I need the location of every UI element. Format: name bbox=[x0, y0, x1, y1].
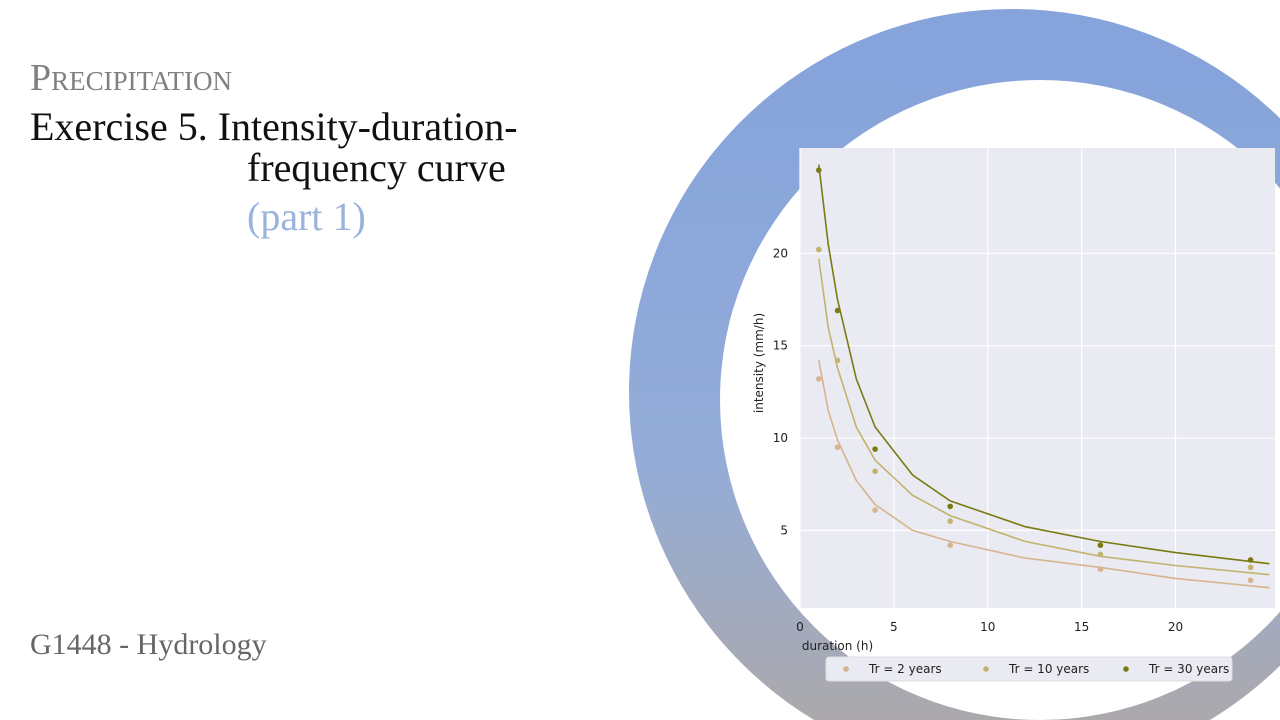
slide-title-line2: frequency curve bbox=[247, 145, 506, 190]
y-tick-label: 20 bbox=[773, 246, 788, 260]
data-point bbox=[1247, 557, 1254, 563]
y-tick-label: 15 bbox=[773, 339, 788, 353]
legend-marker bbox=[1123, 666, 1129, 672]
data-point bbox=[834, 444, 841, 451]
x-tick-label: 10 bbox=[980, 620, 995, 634]
data-point bbox=[872, 507, 878, 513]
legend-marker bbox=[843, 666, 849, 672]
data-point bbox=[815, 246, 822, 253]
data-point bbox=[1247, 564, 1254, 571]
legend-marker bbox=[983, 666, 989, 672]
data-point bbox=[1097, 542, 1104, 548]
data-point bbox=[834, 357, 841, 364]
brush-ring bbox=[629, 9, 1280, 720]
slide-subtitle: (part 1) bbox=[247, 194, 366, 239]
plot-background bbox=[800, 148, 1275, 608]
legend-label: Tr = 30 years bbox=[1148, 662, 1229, 676]
footer: G1448 - Hydrology bbox=[30, 628, 267, 661]
fit-curve bbox=[818, 258, 1270, 576]
legend-box bbox=[825, 656, 1233, 682]
data-point bbox=[1097, 551, 1104, 558]
data-point bbox=[815, 376, 822, 382]
legend-label: Tr = 10 years bbox=[1008, 662, 1089, 676]
data-point bbox=[947, 518, 953, 524]
section-title: Precipitation bbox=[30, 57, 232, 99]
x-tick-label: 15 bbox=[1074, 620, 1089, 634]
y-tick-label: 5 bbox=[780, 523, 788, 537]
data-point bbox=[947, 542, 953, 548]
x-axis-label: duration (h) bbox=[802, 639, 873, 653]
fit-curve bbox=[818, 360, 1270, 589]
data-point bbox=[834, 307, 841, 314]
y-axis-label: intensity (mm/h) bbox=[752, 313, 766, 413]
legend-label: Tr = 2 years bbox=[868, 662, 942, 676]
x-tick-label: 5 bbox=[890, 620, 898, 634]
chart: 5 10 15 20 0 5 10 15 20 duration (h) intensity (mm… bbox=[752, 148, 1275, 682]
x-tick-label: 20 bbox=[1168, 620, 1183, 634]
data-point bbox=[815, 167, 822, 173]
x-tick-label: 0 bbox=[796, 620, 804, 634]
data-point bbox=[1247, 577, 1254, 584]
data-point bbox=[872, 446, 878, 452]
data-point bbox=[1097, 566, 1104, 573]
data-point bbox=[947, 503, 953, 510]
slide-title: Exercise 5. Intensity-duration- bbox=[30, 104, 518, 149]
fit-curve bbox=[818, 164, 1270, 565]
y-tick-label: 10 bbox=[773, 431, 788, 445]
data-point bbox=[872, 468, 878, 475]
